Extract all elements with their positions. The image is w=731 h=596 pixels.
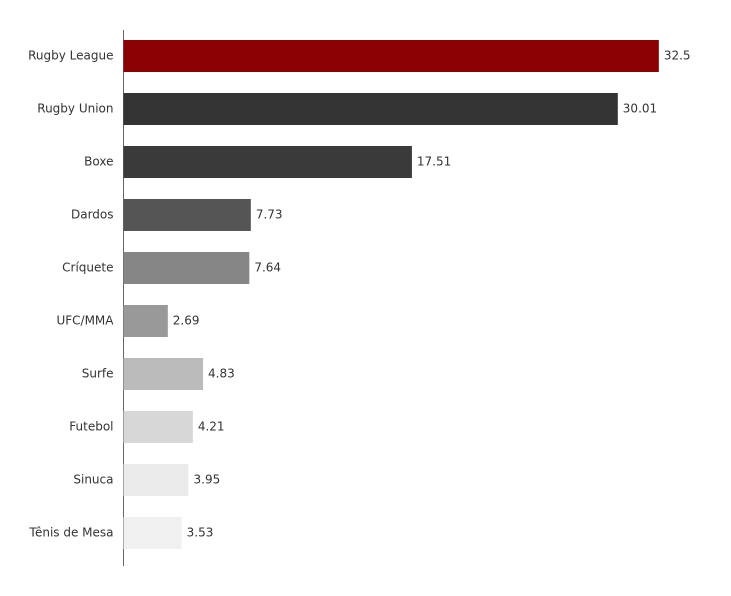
- y-tick-label: Futebol: [69, 420, 113, 434]
- y-tick-label: Rugby League: [28, 49, 113, 63]
- bar: [123, 40, 659, 72]
- bar: [123, 358, 204, 390]
- value-label: 7.64: [254, 261, 281, 275]
- bar: [123, 411, 193, 443]
- bar: [123, 252, 250, 284]
- y-tick-label: Críquete: [62, 261, 113, 275]
- bar: [123, 199, 251, 231]
- value-label: 7.73: [256, 208, 283, 222]
- y-tick-label: UFC/MMA: [56, 314, 114, 328]
- y-tick-label: Rugby Union: [37, 102, 113, 116]
- y-tick-label: Sinuca: [73, 473, 113, 487]
- y-tick-label: Tênis de Mesa: [28, 526, 113, 540]
- value-label: 4.21: [198, 420, 225, 434]
- y-tick-label: Surfe: [82, 367, 114, 381]
- value-label: 17.51: [417, 155, 451, 169]
- y-tick-label: Dardos: [71, 208, 114, 222]
- bar: [123, 93, 618, 125]
- y-tick-label: Boxe: [84, 155, 113, 169]
- bar: [123, 464, 189, 496]
- value-label: 3.53: [187, 526, 214, 540]
- bar: [123, 517, 182, 549]
- value-label: 4.83: [208, 367, 235, 381]
- value-label: 32.5: [664, 49, 691, 63]
- value-label: 3.95: [194, 473, 221, 487]
- value-label: 2.69: [173, 314, 200, 328]
- bar: [123, 146, 412, 178]
- value-label: 30.01: [623, 102, 657, 116]
- bar: [123, 305, 168, 337]
